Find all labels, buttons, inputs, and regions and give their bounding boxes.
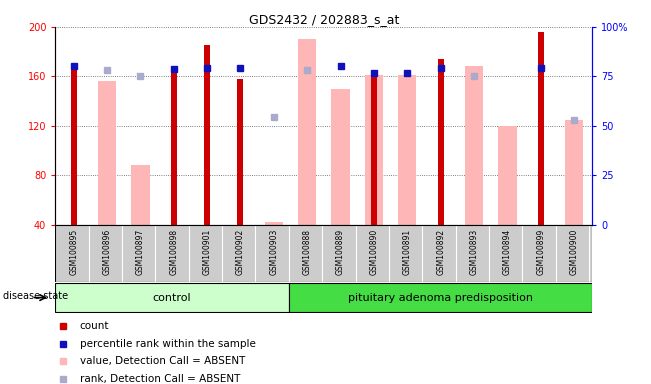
Bar xyxy=(498,126,516,225)
Bar xyxy=(132,166,150,225)
Text: GSM100892: GSM100892 xyxy=(436,228,445,275)
Bar xyxy=(55,283,289,312)
Bar xyxy=(465,66,483,225)
Bar xyxy=(538,32,544,225)
Text: percentile rank within the sample: percentile rank within the sample xyxy=(79,339,255,349)
Text: GSM100903: GSM100903 xyxy=(270,228,279,275)
Text: GSM100897: GSM100897 xyxy=(136,228,145,275)
Text: GSM100900: GSM100900 xyxy=(570,228,579,275)
Text: GSM100899: GSM100899 xyxy=(536,228,545,275)
Text: GSM100895: GSM100895 xyxy=(69,228,78,275)
Title: GDS2432 / 202883_s_at: GDS2432 / 202883_s_at xyxy=(249,13,399,26)
Text: GSM100902: GSM100902 xyxy=(236,228,245,275)
Text: GSM100888: GSM100888 xyxy=(303,228,312,275)
Text: pituitary adenoma predisposition: pituitary adenoma predisposition xyxy=(348,293,533,303)
Text: GSM100896: GSM100896 xyxy=(103,228,111,275)
Bar xyxy=(98,81,117,225)
Text: GSM100898: GSM100898 xyxy=(169,228,178,275)
Text: GSM100901: GSM100901 xyxy=(202,228,212,275)
Bar xyxy=(437,59,443,225)
Text: rank, Detection Call = ABSENT: rank, Detection Call = ABSENT xyxy=(79,374,240,384)
Bar xyxy=(298,39,316,225)
Bar xyxy=(371,75,377,225)
Bar xyxy=(289,283,592,312)
Bar xyxy=(365,75,383,225)
Bar xyxy=(265,222,283,225)
Bar xyxy=(204,45,210,225)
Text: GSM100893: GSM100893 xyxy=(469,228,478,275)
Text: value, Detection Call = ABSENT: value, Detection Call = ABSENT xyxy=(79,356,245,366)
Bar xyxy=(331,89,350,225)
Text: GSM100890: GSM100890 xyxy=(369,228,378,275)
Bar xyxy=(398,75,417,225)
Text: GSM100891: GSM100891 xyxy=(403,228,412,275)
Text: count: count xyxy=(79,321,109,331)
Text: control: control xyxy=(153,293,191,303)
Bar xyxy=(71,66,77,225)
Text: GSM100894: GSM100894 xyxy=(503,228,512,275)
Bar xyxy=(171,69,177,225)
Bar xyxy=(565,119,583,225)
Bar xyxy=(238,79,243,225)
Text: disease state: disease state xyxy=(3,291,68,301)
Text: GSM100889: GSM100889 xyxy=(336,228,345,275)
